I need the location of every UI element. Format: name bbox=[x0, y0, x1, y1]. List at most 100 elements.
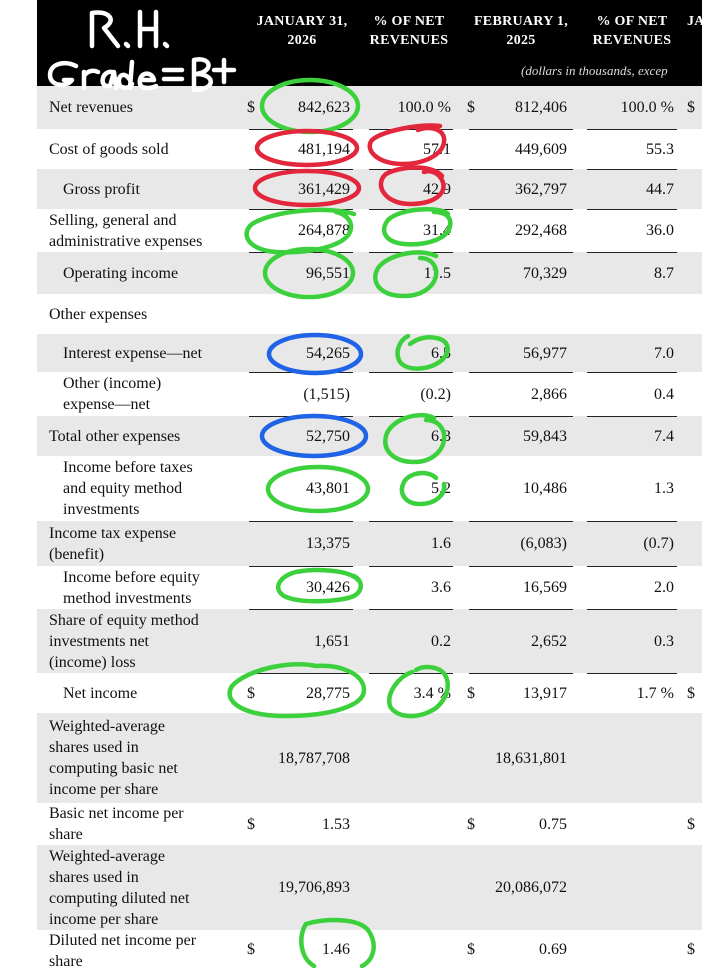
value-feb-2025: 812,406 bbox=[515, 99, 567, 116]
value-jan-2026: 1.46 bbox=[322, 940, 350, 958]
header-jan-2026: JANUARY 31, 2026 bbox=[256, 14, 348, 48]
subtotal-rule bbox=[469, 609, 573, 610]
statement-row: Income before equity method investments 3… bbox=[37, 566, 702, 609]
value-jan-2026: 52,750 bbox=[306, 427, 350, 445]
value-feb-2025: 292,468 bbox=[515, 222, 567, 239]
value-feb-2025: 0.75 bbox=[539, 815, 567, 833]
statement-row: Net revenues 842,623 100.0 % 812,406 100.0 %… bbox=[37, 86, 702, 129]
subtotal-rule bbox=[587, 372, 677, 373]
statement-row: Total other expenses 52,750 6.3 59,843 7.4 bbox=[37, 416, 702, 456]
subtotal-rule bbox=[369, 673, 453, 674]
subtotal-rule bbox=[369, 129, 453, 130]
value-feb-2025: 10,486 bbox=[523, 480, 567, 497]
statement-row: Basic net income per share 1.53 0.75 $ $ $ bbox=[37, 803, 702, 845]
value-jan-2026: 13,375 bbox=[306, 535, 350, 552]
pct-feb-2025: 7.0 bbox=[654, 344, 674, 362]
value-jan-2026: 842,623 bbox=[298, 99, 350, 116]
statement-row: Income tax expense (benefit) 13,375 1.6 (6,… bbox=[37, 521, 702, 566]
value-jan-2026: 481,194 bbox=[298, 140, 350, 158]
subtotal-rule bbox=[369, 372, 453, 373]
statement-row: Gross profit 361,429 42.9 362,797 44.7 bbox=[37, 169, 702, 209]
statement-row: Weighted-average shares used in computin… bbox=[37, 845, 702, 930]
row-label: Weighted-average shares used in computin… bbox=[49, 718, 178, 798]
pct-jan-2026: 31.4 bbox=[423, 222, 451, 239]
value-feb-2025: 449,609 bbox=[515, 140, 567, 158]
row-label: Income before equity method investments bbox=[63, 568, 200, 607]
value-feb-2025: 18,631,801 bbox=[495, 749, 567, 767]
header-pct-2025: % OF NET REVENUES bbox=[592, 14, 672, 48]
row-label: Income before taxes and equity method in… bbox=[63, 459, 193, 518]
units-note: (dollars in thousands, excep bbox=[521, 63, 668, 78]
value-feb-2025: 2,652 bbox=[531, 632, 567, 650]
dollar-sign: $ bbox=[467, 815, 475, 833]
pct-feb-2025: 55.3 bbox=[646, 140, 674, 158]
dollar-sign: $ bbox=[247, 815, 255, 833]
pct-jan-2026: 6.3 bbox=[431, 427, 451, 445]
row-label: Other expenses bbox=[49, 305, 148, 323]
value-feb-2025: 59,843 bbox=[523, 427, 567, 445]
statement-row: Operating income 96,551 11.5 70,329 8.7 bbox=[37, 252, 702, 294]
subtotal-rule bbox=[249, 566, 353, 567]
pct-jan-2026: (0.2) bbox=[420, 385, 451, 403]
subtotal-rule bbox=[469, 252, 573, 253]
value-jan-2026: 264,878 bbox=[298, 222, 350, 239]
statement-row: Income before taxes and equity method in… bbox=[37, 456, 702, 521]
row-label: Share of equity method investments net (… bbox=[49, 611, 199, 671]
subtotal-rule bbox=[249, 673, 353, 674]
header-next-period: JA bbox=[687, 14, 702, 29]
statement-row: Selling, general and administrative expe… bbox=[37, 209, 702, 252]
subtotal-rule bbox=[469, 416, 573, 417]
subtotal-rule bbox=[249, 209, 353, 210]
row-label: Income tax expense (benefit) bbox=[49, 524, 177, 563]
subtotal-rule bbox=[249, 416, 353, 417]
value-feb-2025: 13,917 bbox=[523, 684, 567, 702]
value-jan-2026: (1,515) bbox=[303, 385, 350, 403]
statement-row: Interest expense—net 54,265 6.5 56,977 7.0 bbox=[37, 334, 702, 372]
value-jan-2026: 54,265 bbox=[306, 344, 350, 362]
pct-jan-2026: 1.6 bbox=[431, 535, 451, 552]
subtotal-rule bbox=[369, 209, 453, 210]
subtotal-rule bbox=[369, 252, 453, 253]
subtotal-rule bbox=[469, 521, 573, 522]
table-header: JANUARY 31, 2026 % OF NET REVENUES FEBRU… bbox=[37, 0, 702, 59]
row-label: Basic net income per share bbox=[49, 805, 184, 843]
row-label: Net income bbox=[63, 684, 138, 702]
pct-jan-2026: 42.9 bbox=[423, 180, 451, 198]
header-feb-2025: FEBRUARY 1, 2025 bbox=[473, 14, 569, 48]
statement-row: Diluted net income per share 1.46 0.69 $ $ $ bbox=[37, 930, 702, 968]
dollar-sign: $ bbox=[687, 684, 695, 702]
value-jan-2026: 19,706,893 bbox=[278, 879, 350, 896]
subtotal-rule bbox=[369, 609, 453, 610]
subtotal-rule bbox=[587, 252, 677, 253]
dollar-sign: $ bbox=[687, 815, 695, 833]
subtotal-rule bbox=[587, 566, 677, 567]
pct-jan-2026: 5.2 bbox=[431, 480, 451, 497]
pct-feb-2025: 8.7 bbox=[654, 264, 674, 282]
value-feb-2025: 70,329 bbox=[523, 264, 567, 282]
pct-feb-2025: 0.4 bbox=[654, 385, 674, 403]
subtotal-rule bbox=[249, 169, 353, 170]
subtotal-rule bbox=[369, 416, 453, 417]
subtotal-rule bbox=[587, 673, 677, 674]
pct-feb-2025: 36.0 bbox=[646, 222, 674, 239]
subtotal-rule bbox=[469, 169, 573, 170]
value-feb-2025: 362,797 bbox=[515, 180, 567, 198]
pct-feb-2025: 0.3 bbox=[654, 632, 674, 650]
value-jan-2026: 28,775 bbox=[306, 684, 350, 702]
pct-jan-2026: 57.1 bbox=[423, 140, 451, 158]
value-feb-2025: 0.69 bbox=[539, 940, 567, 958]
subtotal-rule bbox=[249, 252, 353, 253]
pct-feb-2025: 2.0 bbox=[654, 579, 674, 596]
row-label: Gross profit bbox=[63, 180, 140, 198]
subtotal-rule bbox=[469, 673, 573, 674]
value-feb-2025: (6,083) bbox=[520, 535, 567, 552]
pct-feb-2025: 1.7 % bbox=[636, 684, 674, 702]
statement-row: Other expenses bbox=[37, 294, 702, 334]
row-label: Total other expenses bbox=[49, 427, 181, 445]
value-jan-2026: 361,429 bbox=[298, 180, 350, 198]
statement-row: Weighted-average shares used in computin… bbox=[37, 713, 702, 803]
statement-row: Net income 28,775 3.4 % 13,917 1.7 % $ $ $ bbox=[37, 673, 702, 713]
subtotal-rule bbox=[369, 521, 453, 522]
value-feb-2025: 20,086,072 bbox=[495, 879, 567, 896]
